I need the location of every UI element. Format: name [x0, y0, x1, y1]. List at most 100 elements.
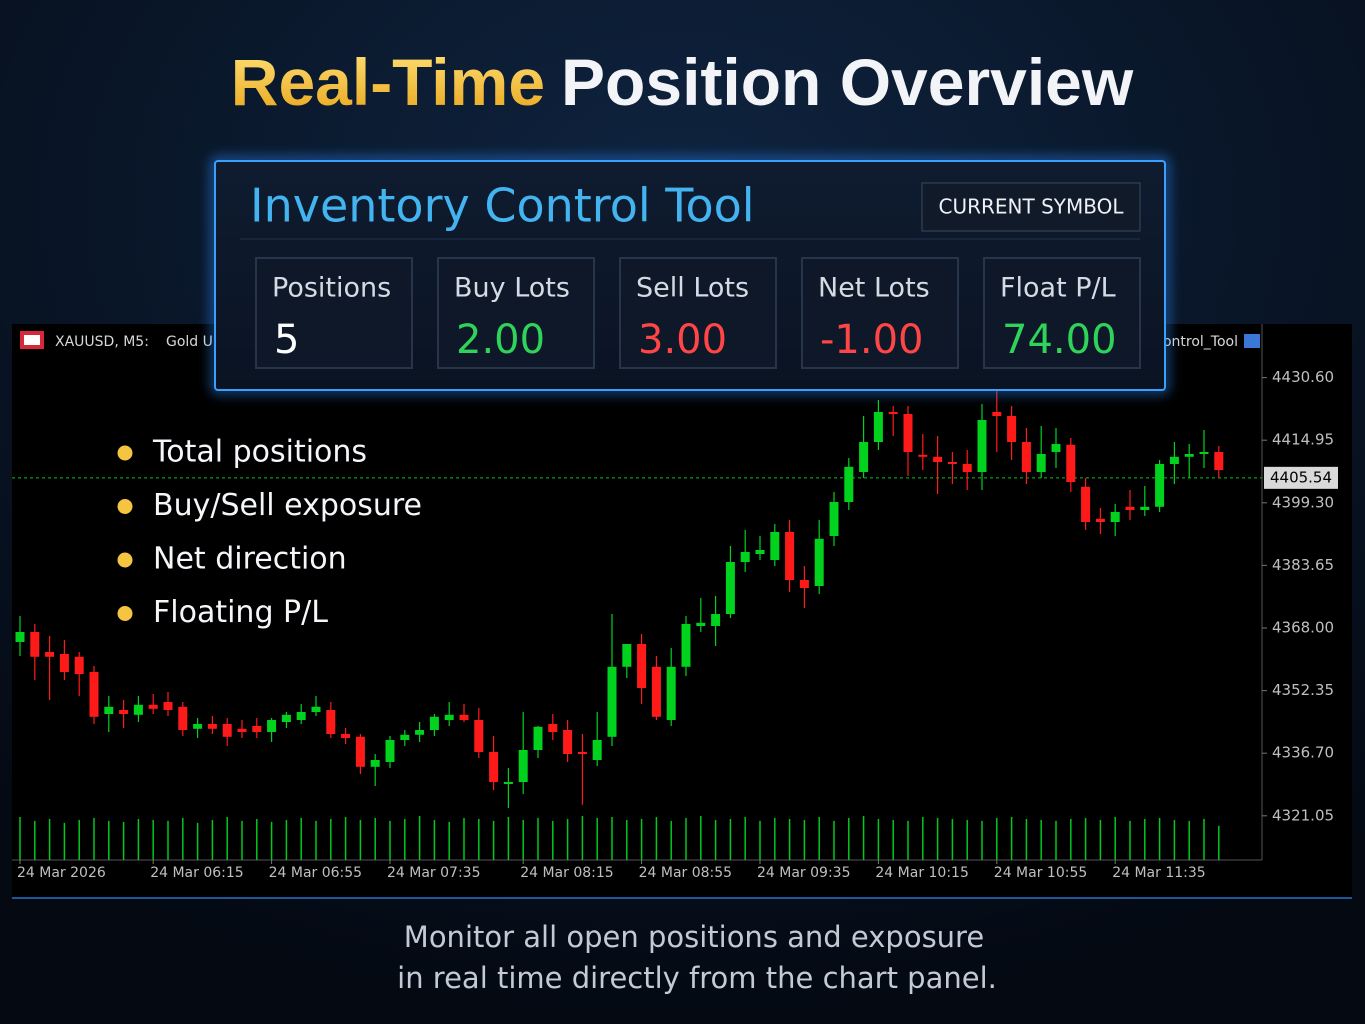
candle-body: [489, 752, 499, 782]
bullet-dot: [117, 445, 133, 461]
current-symbol-label: CURRENT SYMBOL: [939, 195, 1125, 219]
current-symbol-button[interactable]: [921, 182, 1141, 232]
y-tick-label: 4321.05: [1272, 806, 1334, 824]
x-tick-label: 24 Mar 08:55: [639, 865, 732, 881]
candle-body: [74, 656, 84, 674]
bullet-dot: [117, 499, 133, 514]
candle-body: [163, 702, 173, 710]
candle-body: [518, 750, 528, 782]
stat-label: Float P/L: [1000, 273, 1116, 304]
candle-body: [326, 710, 336, 734]
x-tick-label: 24 Mar 10:55: [994, 865, 1087, 881]
candle-body: [918, 454, 928, 457]
y-tick-label: 4399.30: [1272, 493, 1334, 511]
x-tick-label: 24 Mar 06:55: [269, 865, 362, 881]
chart: XAUUSD, M5: Gold U ontrol_Tool 4430.60 44…: [12, 324, 1352, 898]
candle-body: [104, 706, 114, 714]
candle-body: [577, 752, 587, 754]
bullet-dot: [117, 552, 133, 568]
inventory-panel: Inventory Control Tool CURRENT SYMBOL Po…: [211, 157, 1169, 394]
candle-body: [15, 632, 25, 642]
candle-body: [1036, 454, 1046, 472]
candle-body: [415, 730, 425, 735]
stat-label: Net Lots: [818, 273, 930, 304]
candle-body: [193, 724, 203, 729]
candle-body: [311, 706, 321, 712]
bullet-text: Total positions: [152, 435, 367, 470]
candle-body: [1007, 416, 1017, 442]
candle-body: [947, 462, 957, 464]
candle-body: [267, 720, 277, 732]
last-price-box: [1264, 466, 1338, 489]
y-tick-label: 4336.70: [1272, 744, 1334, 762]
chart-background: [12, 324, 1352, 898]
candle-body: [563, 730, 573, 754]
stat-value: 74.00: [1002, 317, 1117, 363]
x-tick-label: 24 Mar 10:15: [875, 865, 968, 881]
bullet-dot: [117, 606, 133, 621]
candle-body: [281, 714, 291, 722]
stat-value: -1.00: [820, 317, 924, 363]
candle-body: [459, 714, 469, 720]
x-tick-label: 24 Mar 07:35: [387, 865, 480, 881]
candle-body: [400, 734, 410, 740]
stat-label: Buy Lots: [454, 273, 570, 304]
chart-symbol: XAUUSD, M5:: [55, 334, 149, 350]
candle-body: [799, 580, 809, 588]
candle-body: [237, 728, 247, 732]
candle-body: [844, 466, 854, 502]
candle-body: [696, 622, 706, 626]
candle-body: [755, 550, 765, 554]
candle-body: [770, 532, 780, 560]
stat-label: Positions: [272, 273, 391, 304]
candle-body: [355, 736, 365, 767]
indicator-icon: [1244, 334, 1260, 348]
candle-body: [370, 760, 380, 767]
candle-body: [711, 614, 721, 626]
candle-body: [681, 624, 691, 667]
stat-value: 3.00: [638, 317, 727, 363]
candle-body: [622, 644, 632, 667]
candle-body: [385, 740, 395, 762]
candle-body: [1021, 442, 1031, 472]
stat-card: [437, 257, 595, 369]
candle-body: [1081, 486, 1091, 522]
candle-body: [873, 412, 883, 442]
candle-body: [444, 714, 454, 720]
y-tick-label: 4352.35: [1272, 681, 1334, 699]
candle-body: [207, 724, 217, 729]
candle-body: [474, 720, 484, 752]
stat-card: [983, 257, 1141, 369]
candle-body: [607, 666, 617, 737]
candle-body: [548, 724, 558, 732]
candle-body: [962, 464, 972, 472]
candle-body: [1169, 456, 1179, 464]
candle-body: [859, 442, 869, 472]
candle-body: [785, 532, 795, 580]
candle-body: [252, 726, 262, 732]
title-rest: Position Overview: [561, 45, 1134, 119]
candle-body: [933, 456, 943, 462]
candle-body: [1066, 444, 1076, 482]
x-tick-label: 24 Mar 11:35: [1112, 865, 1205, 881]
page-title: Real-Time Position Overview: [231, 45, 1134, 119]
chart-symbol-desc: Gold U: [166, 334, 213, 350]
panel-title: Inventory Control Tool: [250, 179, 755, 233]
candle-body: [888, 412, 898, 414]
candle-body: [666, 666, 676, 720]
candle-body: [133, 704, 143, 715]
candle-body: [178, 706, 188, 730]
candle-body: [429, 716, 439, 730]
candle-body: [296, 712, 306, 720]
candle-body: [1214, 452, 1224, 470]
candle-body: [89, 672, 99, 717]
candle-body: [725, 562, 735, 614]
candle-body: [829, 502, 839, 536]
y-tick-label: 4430.60: [1272, 368, 1334, 386]
stat-label: Sell Lots: [636, 273, 749, 304]
last-price-label: 4405.54: [1270, 468, 1332, 486]
candle-body: [1110, 512, 1120, 522]
x-tick-label: 24 Mar 06:15: [150, 865, 243, 881]
candle-body: [1125, 506, 1135, 510]
